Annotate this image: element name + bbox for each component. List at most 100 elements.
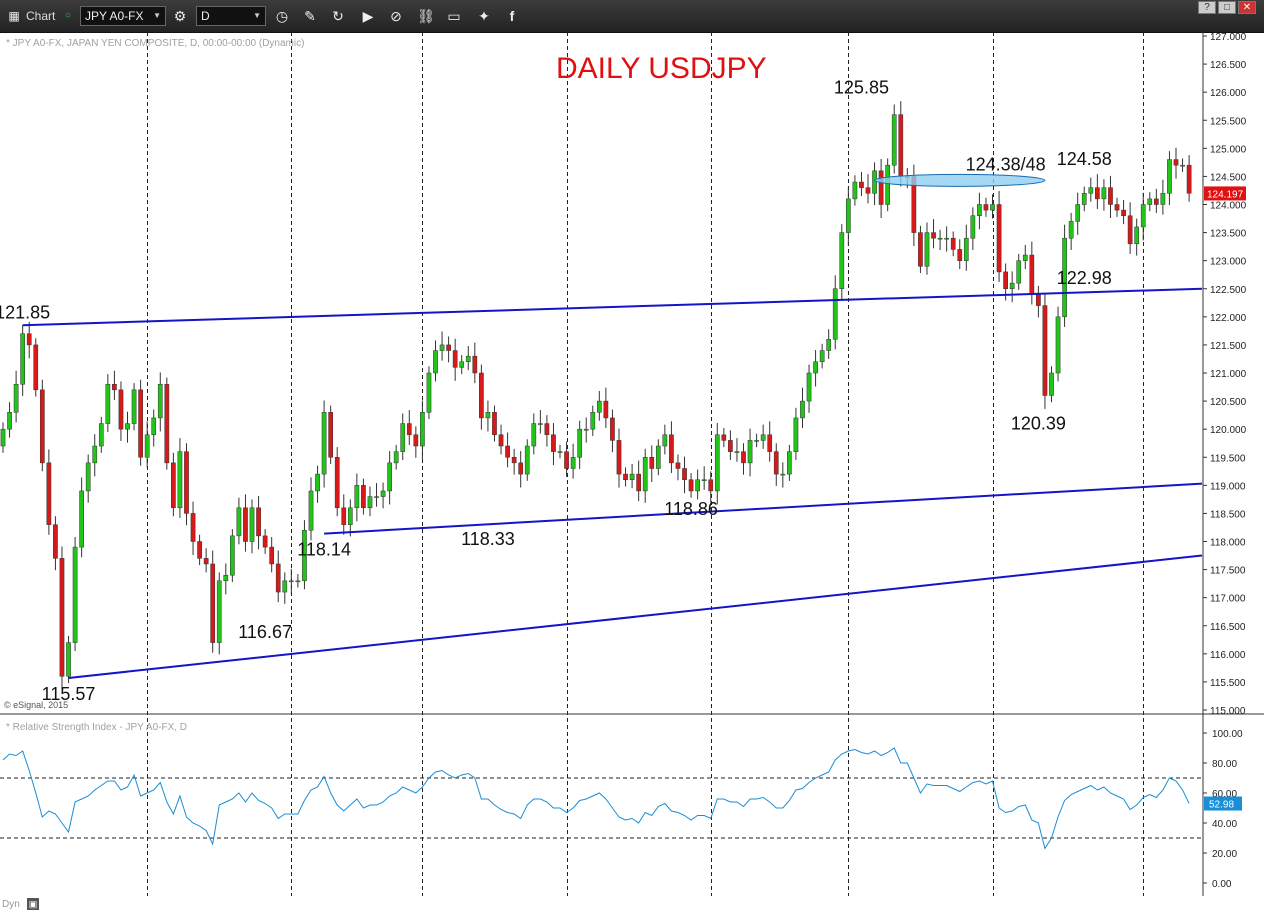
resistance-ellipse[interactable]: [874, 173, 1046, 187]
candle-body: [708, 479, 714, 492]
candle-body: [439, 344, 445, 351]
candle-body: [1022, 254, 1028, 261]
candle-body: [557, 451, 563, 453]
candle-body: [302, 530, 307, 582]
trendline[interactable]: [68, 554, 1203, 679]
candle-body: [20, 333, 26, 385]
level-label: 116.67: [238, 622, 292, 642]
candle: [1108, 175, 1113, 218]
candle: [249, 499, 255, 554]
candle: [629, 463, 635, 489]
candle: [164, 377, 170, 470]
candle-body: [780, 473, 786, 476]
link-icon[interactable]: ⛓: [417, 8, 435, 24]
candle-body: [72, 546, 78, 643]
candle: [0, 422, 6, 453]
candle-body: [197, 541, 202, 559]
candle: [511, 448, 517, 475]
candle-body: [518, 462, 524, 475]
comment-icon[interactable]: ▭: [447, 8, 461, 24]
twitter-icon[interactable]: ✦: [478, 8, 490, 24]
candle-body: [819, 350, 825, 363]
pencil-icon[interactable]: ✎: [304, 8, 316, 24]
candle: [603, 387, 609, 429]
candle-body: [1160, 193, 1166, 205]
candle: [105, 374, 111, 432]
candle: [767, 421, 773, 462]
candle: [1068, 212, 1074, 250]
candle-body: [505, 445, 510, 458]
refresh-icon[interactable]: ↻: [332, 8, 344, 24]
dyn-label: Dyn: [2, 899, 20, 910]
candle-body: [426, 372, 432, 413]
candle-body: [1180, 164, 1185, 167]
help-button[interactable]: ?: [1198, 1, 1216, 14]
grid-icon[interactable]: ▦: [8, 9, 20, 23]
rsi-axis: 100.00 80.00 60.00 40.00 20.00 0.00: [0, 729, 1243, 890]
candle-body: [1121, 209, 1126, 216]
candle: [1081, 186, 1087, 212]
candle-body: [669, 434, 674, 464]
candle: [452, 338, 458, 381]
candle-body: [1075, 204, 1081, 222]
candle-body: [773, 451, 779, 475]
candle-body: [1101, 187, 1107, 200]
trendline[interactable]: [22, 287, 1203, 327]
play-icon[interactable]: ▶: [362, 8, 374, 24]
close-button[interactable]: ✕: [1238, 1, 1256, 14]
candle: [1173, 147, 1179, 179]
candle: [518, 451, 524, 488]
candle: [950, 231, 956, 257]
candle: [479, 364, 484, 430]
trendline[interactable]: [324, 482, 1203, 535]
candle-body: [420, 412, 425, 447]
candle-body: [682, 468, 687, 480]
level-label: 118.14: [297, 540, 351, 560]
maximize-button[interactable]: □: [1218, 1, 1236, 14]
candle-body: [636, 473, 641, 492]
candle: [990, 194, 995, 219]
candle-body: [492, 412, 497, 436]
candle: [669, 421, 674, 473]
facebook-icon[interactable]: f: [509, 8, 515, 24]
candle-body: [53, 524, 58, 559]
candle: [79, 477, 84, 558]
candle: [157, 372, 163, 432]
candle: [570, 443, 576, 479]
candle: [859, 171, 864, 197]
candle-body: [714, 434, 720, 492]
candle-body: [898, 114, 904, 177]
candle: [118, 381, 124, 441]
candle: [610, 409, 615, 453]
level-label: 120.39: [1011, 413, 1066, 433]
candle-body: [184, 451, 189, 514]
alert-icon[interactable]: ⊘: [390, 8, 402, 24]
candle-body: [570, 457, 576, 469]
interval-select[interactable]: D ▼: [196, 6, 266, 26]
candle: [426, 366, 432, 420]
candle: [321, 400, 327, 488]
y-tick-label: 119.500: [1210, 453, 1246, 464]
candle: [944, 226, 949, 252]
candle-body: [85, 462, 91, 492]
candle-body: [79, 490, 84, 548]
candle: [773, 443, 779, 486]
lock-icon[interactable]: ▣: [27, 898, 39, 910]
candle-body: [452, 350, 458, 368]
candle-body: [1108, 187, 1113, 205]
symbol-input[interactable]: JPY A0-FX ▼: [80, 6, 166, 26]
clock-icon[interactable]: ◷: [275, 8, 289, 24]
candle-body: [734, 451, 740, 453]
candle: [302, 520, 307, 590]
candle-body: [479, 372, 484, 419]
candle-body: [741, 451, 746, 464]
rsi-badge-bg: [1204, 796, 1242, 811]
candle: [734, 438, 740, 462]
chart-area[interactable]: 127.000 126.500 126.000 125.500 125.000 124.5…: [0, 32, 1264, 896]
candle: [957, 239, 963, 270]
y-tick-label: 127.000: [1210, 32, 1247, 43]
candle-body: [754, 440, 759, 442]
candle-body: [151, 417, 157, 436]
gear-icon[interactable]: ⚙: [173, 8, 187, 24]
rsi-y-tick-label: 40.00: [1212, 819, 1237, 830]
